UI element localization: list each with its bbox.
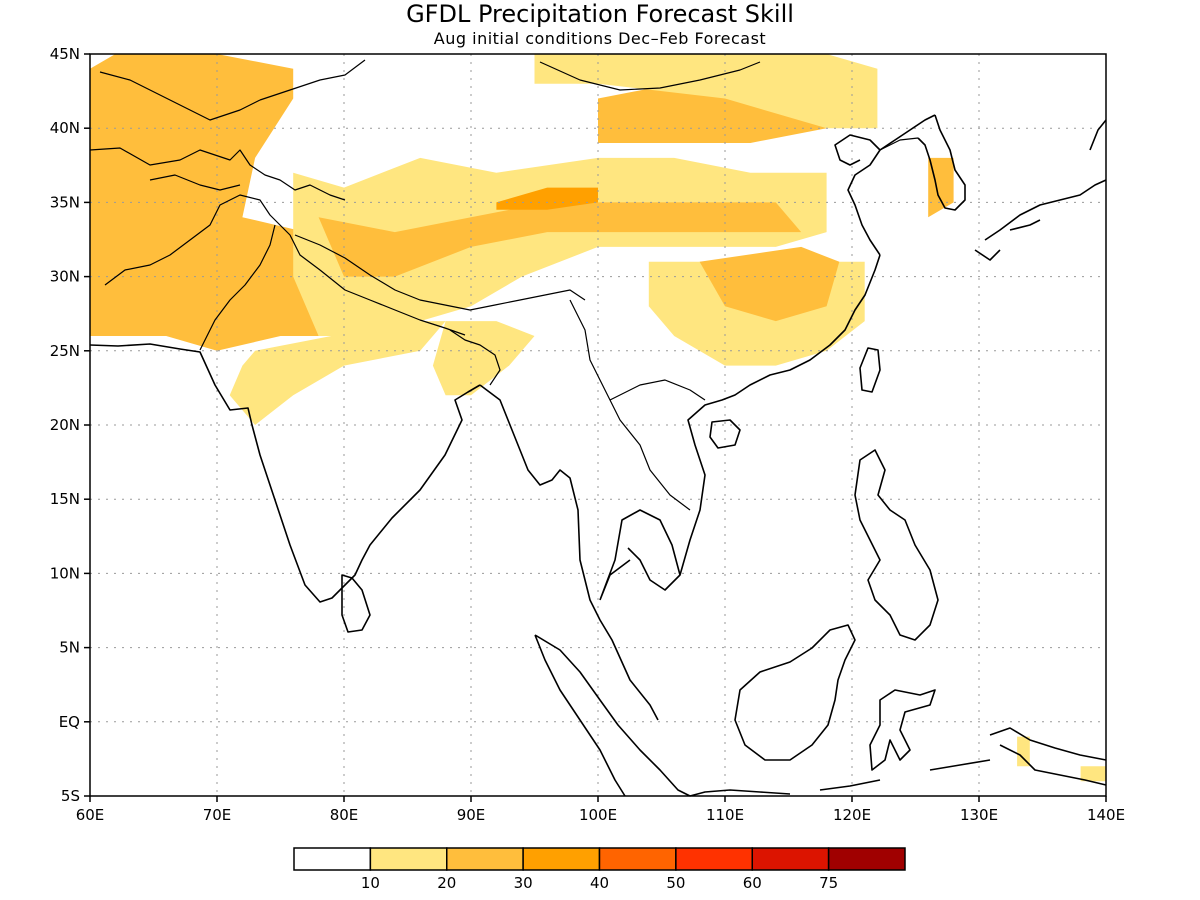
skill-region-se-corner [1080,766,1106,782]
y-tick-label: 30N [50,268,80,286]
coastline-sulawesi [869,689,936,771]
y-tick-label: 25N [50,342,80,360]
colorbar-label: 60 [743,874,762,892]
y-tick-label: EQ [59,713,80,731]
gridlines [90,54,1106,796]
skill-region-bengal [432,321,535,396]
x-tick-label: 70E [203,806,232,824]
colorbar-legend: 10 20 30 40 50 60 75 [293,847,906,892]
coastline-indochina [599,254,881,601]
coastline-taiwan [859,347,881,393]
border-mekong [569,299,691,511]
colorbar-label: 30 [514,874,533,892]
coastline-philippines [854,449,939,641]
colorbar-swatch [293,847,372,871]
country-borders [89,59,919,511]
y-axis: 45N 40N 35N 30N 25N 20N 15N 10N 5N EQ 5S [50,45,90,805]
border-himalaya [294,234,586,311]
border-pakistan-afghanistan [104,194,466,336]
coastline-hainan [709,419,741,449]
colorbar-swatch [751,847,830,871]
y-tick-label: 15N [50,490,80,508]
y-tick-label: 5N [59,639,80,657]
coastline-new-guinea [989,727,1107,786]
border-bangladesh [449,329,501,386]
x-tick-label: 140E [1087,806,1125,824]
y-tick-label: 20N [50,416,80,434]
y-tick-label: 35N [50,193,80,211]
plot-area [89,53,1107,797]
skill-fill-layer [90,54,1106,782]
border-mongolia [259,59,761,101]
coastline-sumatra [534,634,691,797]
coastline-sri-lanka [341,574,371,633]
colorbar-swatch [369,847,448,871]
coastline-burma-malaya [479,384,659,721]
border-central-asia [89,71,346,201]
coastlines [89,114,1107,797]
skill-region-mongolia [534,54,878,129]
colorbar-label: 40 [590,874,609,892]
colorbar-label: 10 [361,874,380,892]
colorbar-swatch [675,847,753,871]
x-tick-label: 60E [76,806,105,824]
y-tick-label: 40N [50,119,80,137]
border-korea-china [879,137,919,151]
colorbar-swatch [522,847,601,871]
x-tick-label: 80E [330,806,359,824]
coastline-india [89,343,481,603]
x-tick-label: 110E [706,806,744,824]
x-tick-label: 130E [960,806,998,824]
coastline-java [689,759,991,797]
border-china-vietnam [609,379,706,401]
y-tick-label: 45N [50,45,80,63]
map-title: GFDL Precipitation Forecast Skill [406,0,794,28]
colorbar-swatch [827,847,906,871]
x-tick-label: 100E [579,806,617,824]
skill-region-south-china-core [699,246,840,322]
colorbar-label: 75 [819,874,838,892]
y-tick-label: 10N [50,564,80,582]
border-india-pakistan [199,224,276,351]
x-tick-label: 120E [833,806,871,824]
colorbar-swatch [446,847,524,871]
colorbar-label: 50 [666,874,685,892]
coastline-east-china [834,114,936,256]
x-tick-label: 90E [457,806,486,824]
skill-region-india-strip [229,321,446,425]
x-axis: 60E 70E 80E 90E 100E 110E 120E 130E 140E [76,796,1125,824]
colorbar-label: 20 [437,874,456,892]
coastline-korea [917,114,966,211]
colorbar-swatch [598,847,677,871]
skill-region-new-guinea [1017,736,1030,767]
coastline-borneo [734,624,856,761]
map-subtitle: Aug initial conditions Dec–Feb Forecast [434,29,766,48]
coastline-japan [974,119,1107,261]
skill-region-tibet-core [318,202,802,277]
skill-region-tibet-peak [496,187,598,210]
y-tick-label: 5S [61,787,80,805]
